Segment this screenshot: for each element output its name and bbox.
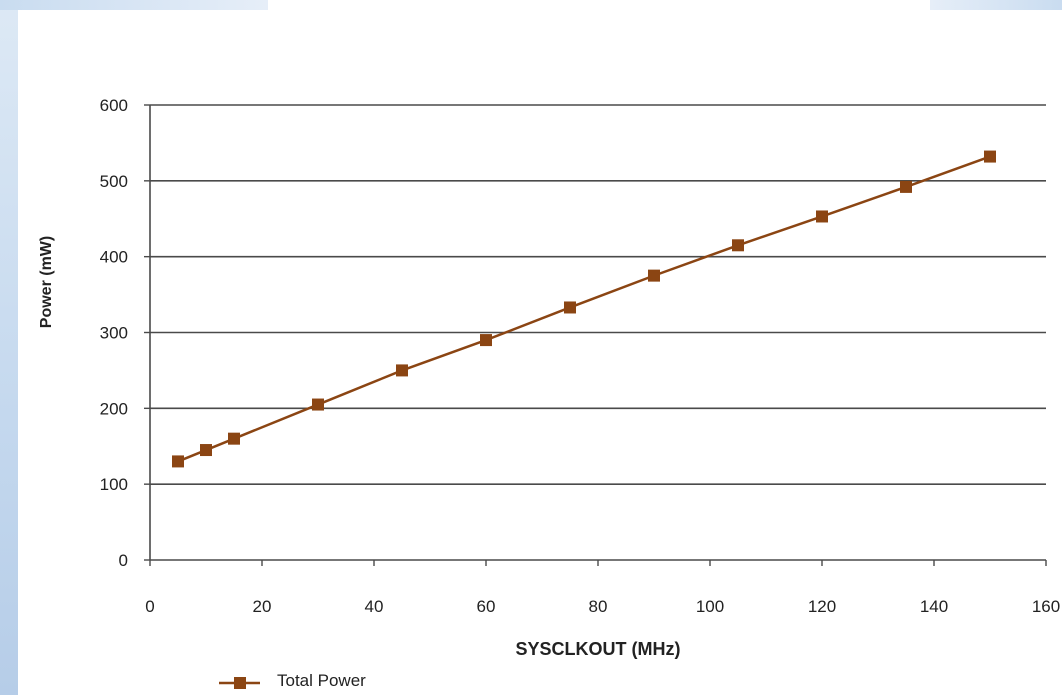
x-tick-label-120: 120 xyxy=(808,597,836,616)
data-point-90 xyxy=(648,269,660,282)
y-tick-label-400: 400 xyxy=(100,248,128,267)
slide-background-top-right xyxy=(930,0,1062,10)
y-tick-label-100: 100 xyxy=(100,475,128,494)
data-point-5 xyxy=(172,455,184,468)
x-tick-label-20: 20 xyxy=(253,597,272,616)
grid-lines xyxy=(150,104,1046,485)
slide-background-left xyxy=(0,0,18,695)
x-tick-label-100: 100 xyxy=(696,597,724,616)
y-tick-labels: 0 100 200 300 400 500 600 xyxy=(100,96,128,570)
data-point-105 xyxy=(732,239,744,252)
data-point-30 xyxy=(312,398,324,411)
legend-label-total-power: Total Power xyxy=(277,671,366,690)
slide-background-top-left xyxy=(0,0,268,10)
y-tick-label-200: 200 xyxy=(100,399,128,418)
y-axis-title: Power (mW) xyxy=(38,236,55,328)
x-axis-title: SYSCLKOUT (MHz) xyxy=(516,639,681,659)
data-point-150 xyxy=(984,150,996,163)
data-point-15 xyxy=(228,432,240,445)
x-tick-labels: 0 20 40 60 80 100 120 140 160 xyxy=(145,597,1060,616)
data-point-45 xyxy=(396,364,408,377)
y-tick-label-600: 600 xyxy=(100,96,128,115)
x-tick-label-140: 140 xyxy=(920,597,948,616)
legend: Total Power xyxy=(219,671,366,690)
axes xyxy=(144,104,1047,566)
x-tick-label-80: 80 xyxy=(589,597,608,616)
x-tick-label-160: 160 xyxy=(1032,597,1060,616)
y-tick-label-500: 500 xyxy=(100,172,128,191)
y-tick-label-300: 300 xyxy=(100,324,128,343)
series-total-power xyxy=(172,150,996,468)
legend-marker xyxy=(234,677,246,689)
data-point-75 xyxy=(564,301,576,314)
series-line-0 xyxy=(177,155,991,463)
y-tick-label-0: 0 xyxy=(119,551,128,570)
data-point-10 xyxy=(200,444,212,457)
x-tick-label-40: 40 xyxy=(365,597,384,616)
data-point-135 xyxy=(900,180,912,193)
data-point-60 xyxy=(480,334,492,347)
x-tick-label-60: 60 xyxy=(477,597,496,616)
data-point-120 xyxy=(816,210,828,223)
x-tick-label-0: 0 xyxy=(145,597,154,616)
